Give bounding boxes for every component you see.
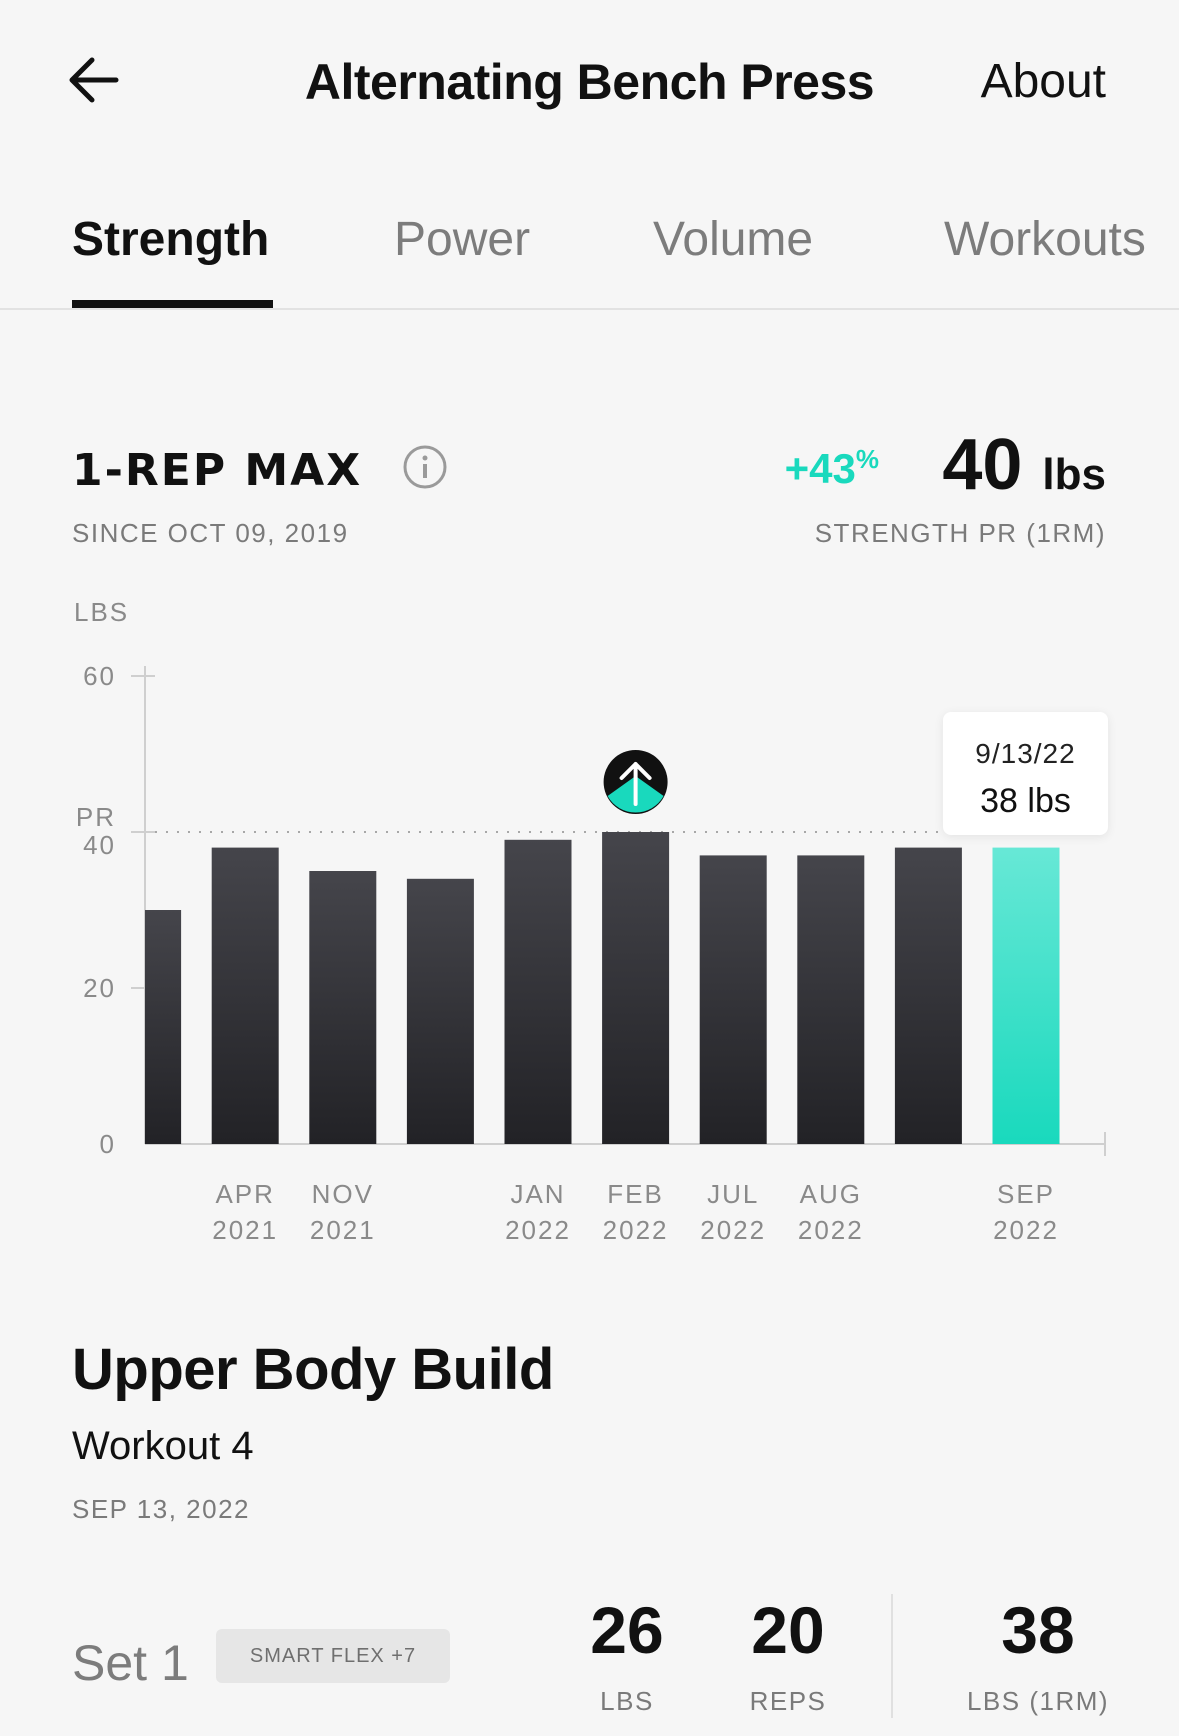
since-date: SINCE OCT 09, 2019	[72, 518, 349, 548]
about-link[interactable]: About	[980, 55, 1106, 108]
weight-stat: 26 LBS	[537, 1594, 717, 1717]
x-tick-label: APR	[215, 1179, 274, 1209]
y-tick-label: 60	[83, 661, 116, 691]
bar	[797, 855, 865, 1144]
bar	[504, 839, 572, 1144]
smart-flex-badge: SMART FLEX +7	[216, 1629, 450, 1683]
bar	[145, 910, 182, 1144]
bar	[309, 871, 377, 1144]
y-tick-label: 20	[83, 973, 116, 1003]
pr-change-symbol: %	[855, 444, 879, 474]
x-tick-label: 2022	[700, 1215, 766, 1245]
tooltip-date: 9/13/22	[975, 738, 1076, 769]
tab-strength[interactable]: Strength	[72, 213, 270, 266]
info-icon[interactable]	[402, 444, 448, 490]
workout-date: SEP 13, 2022	[72, 1494, 250, 1524]
x-tick-label: AUG	[800, 1179, 862, 1209]
pr-label: STRENGTH PR (1RM)	[814, 518, 1106, 548]
tab-workouts[interactable]: Workouts	[944, 213, 1146, 266]
one-rep-max-chart: LBS 0 20 40 60 PR APR 2021 NOV 2021 JAN 2022 FEB 2022…	[74, 597, 1106, 1245]
bar	[602, 832, 670, 1144]
tab-power[interactable]: Power	[394, 213, 531, 266]
reps-value: 20	[751, 1593, 825, 1667]
pr-unit: lbs	[1042, 450, 1106, 499]
metric-title: 1-REP MAX	[72, 445, 363, 496]
pr-arrow-icon	[619, 762, 652, 806]
bar	[699, 855, 767, 1144]
x-tick-label: SEP	[997, 1179, 1055, 1209]
weight-value: 26	[590, 1593, 664, 1667]
tooltip-value: 38 lbs	[980, 782, 1071, 820]
pr-number: 40	[942, 425, 1023, 505]
bar-selected	[992, 847, 1060, 1144]
x-tick-label: 2022	[505, 1215, 571, 1245]
set-label: Set 1	[72, 1635, 189, 1691]
pr-change-value: +43	[784, 445, 856, 492]
bar	[211, 847, 279, 1144]
reps-stat: 20 REPS	[698, 1594, 878, 1717]
bar	[894, 847, 962, 1144]
x-tick-label: 2022	[993, 1215, 1059, 1245]
x-tick-label: NOV	[312, 1179, 374, 1209]
tab-bar: Strength Power Volume Workouts	[0, 208, 1179, 310]
x-tick-label: FEB	[607, 1179, 664, 1209]
y-tick-label: 0	[100, 1129, 116, 1159]
reps-label: REPS	[749, 1686, 827, 1716]
x-tick-label: JUL	[707, 1179, 759, 1209]
selected-bar-tooltip: 9/13/22 38 lbs	[943, 712, 1108, 835]
page-title: Alternating Bench Press	[304, 54, 875, 110]
pr-line-label: PR	[76, 802, 116, 832]
x-tick-label: 2021	[310, 1215, 376, 1245]
pr-value: 40 lbs	[942, 425, 1106, 515]
workout-title: Upper Body Build	[72, 1337, 554, 1402]
onerm-stat: 38 LBS (1RM)	[938, 1594, 1138, 1717]
workout-subtitle: Workout 4	[72, 1424, 254, 1468]
stat-divider	[891, 1594, 893, 1718]
y-axis-label: LBS	[74, 597, 129, 627]
bar	[406, 878, 474, 1144]
x-tick-label: 2022	[603, 1215, 669, 1245]
weight-label: LBS	[600, 1686, 654, 1716]
y-tick-label: 40	[83, 830, 116, 860]
x-tick-label: 2021	[212, 1215, 278, 1245]
tab-volume[interactable]: Volume	[653, 213, 814, 266]
pr-change-percent: +43%	[785, 444, 879, 493]
onerm-label: LBS (1RM)	[966, 1686, 1110, 1716]
active-tab-indicator	[72, 300, 273, 308]
x-tick-label: 2022	[798, 1215, 864, 1245]
x-tick-label: JAN	[510, 1179, 565, 1209]
onerm-value: 38	[1001, 1593, 1075, 1667]
back-arrow-icon[interactable]	[66, 52, 122, 108]
